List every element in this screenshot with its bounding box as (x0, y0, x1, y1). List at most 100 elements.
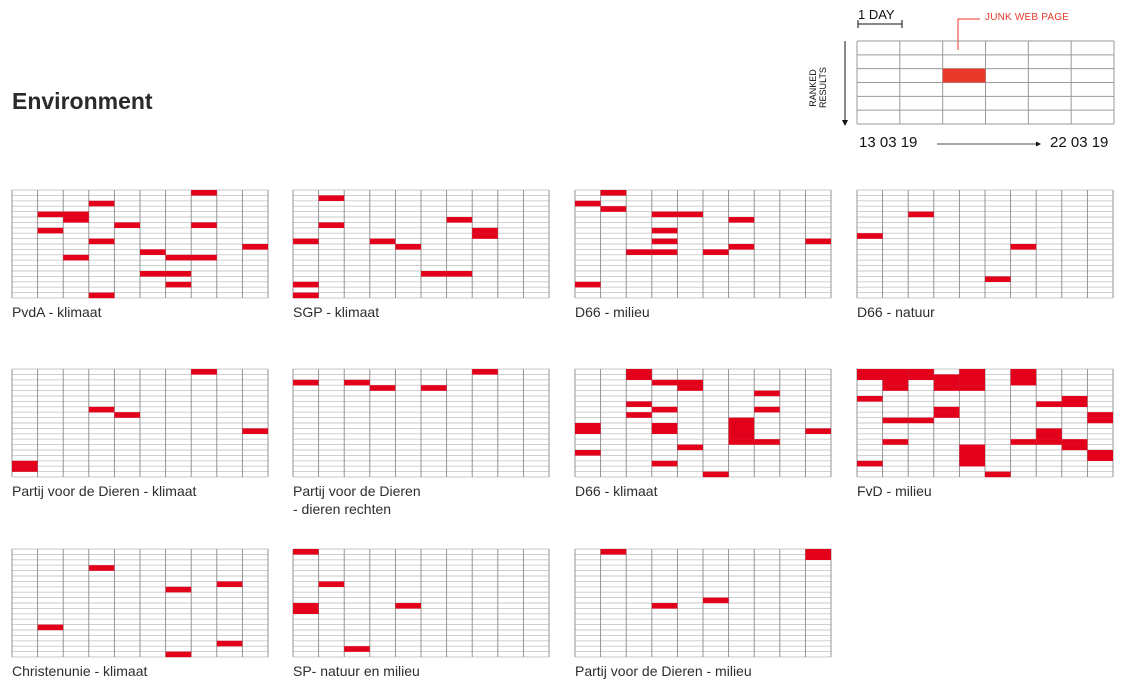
junk-cell (318, 581, 345, 587)
junk-cell (242, 428, 268, 434)
junk-cell (959, 460, 985, 467)
junk-cell (677, 444, 703, 451)
chart-caption: SGP - klimaat (293, 304, 380, 320)
junk-cell (959, 450, 985, 456)
junk-cell (857, 374, 883, 380)
legend-junk-label: JUNK WEB PAGE (985, 12, 1070, 23)
junk-cell (165, 271, 192, 277)
junk-cell (63, 211, 89, 218)
junk-cell (318, 195, 345, 201)
legend-rank-arrowhead (842, 120, 848, 126)
junk-cell (1010, 244, 1037, 250)
junk-cell (959, 385, 985, 391)
junk-cell (1061, 444, 1088, 451)
junk-cell (88, 200, 115, 207)
junk-cell (651, 460, 678, 467)
junk-cell (1036, 433, 1062, 440)
junk-cell (472, 369, 498, 375)
junk-cell (1010, 439, 1037, 445)
junk-cell (882, 439, 909, 445)
junk-cell (1087, 417, 1113, 424)
junk-cell (191, 222, 217, 228)
junk-cell (728, 417, 755, 424)
junk-cell (651, 406, 678, 413)
junk-cell (805, 238, 831, 245)
junk-cell (959, 444, 985, 451)
junk-cell (88, 565, 115, 571)
legend-junk-cell (942, 68, 986, 83)
junk-cell (63, 217, 89, 223)
junk-cell (114, 412, 140, 418)
junk-cell (600, 549, 627, 555)
legend-day-label: 1 DAY (858, 7, 895, 22)
junk-cell (1036, 401, 1062, 407)
junk-cell (318, 222, 345, 228)
junk-cell (703, 249, 729, 255)
junk-cell (959, 379, 985, 386)
junk-cell (472, 227, 498, 234)
chart-caption: Partij voor de Dieren - klimaat (12, 483, 197, 499)
junk-cell (882, 369, 909, 375)
junk-cell (882, 374, 909, 380)
junk-cell (216, 581, 243, 587)
junk-cell (575, 423, 601, 429)
junk-cell (651, 249, 678, 255)
junk-cell (191, 254, 217, 261)
junk-cell (1036, 428, 1062, 434)
junk-cell (395, 244, 421, 250)
junk-cell (933, 406, 960, 413)
junk-cell (600, 190, 627, 196)
junk-cell (37, 211, 64, 218)
legend-date-arrowhead (1036, 141, 1041, 147)
junk-cell (421, 271, 447, 277)
junk-cell (908, 211, 934, 218)
page-title: Environment (12, 88, 153, 114)
junk-cell (651, 379, 678, 386)
junk-cell (37, 227, 64, 234)
junk-cell (216, 640, 243, 647)
junk-cell (446, 271, 473, 277)
junk-cell (575, 200, 601, 207)
junk-cell (293, 379, 319, 386)
junk-cell (857, 369, 883, 375)
junk-cell (805, 549, 831, 555)
junk-cell (1061, 439, 1088, 445)
junk-cell (421, 385, 447, 391)
junk-cell (651, 603, 678, 609)
junk-cell (140, 249, 166, 255)
junk-cell (191, 190, 217, 196)
junk-cell (293, 238, 319, 245)
junk-cell (575, 281, 601, 288)
junk-cell (754, 439, 780, 445)
junk-cell (857, 460, 883, 467)
junk-cell (882, 385, 909, 391)
junk-cell (140, 271, 166, 277)
junk-cell (651, 227, 678, 234)
junk-cell (1087, 412, 1113, 418)
chart-caption: PvdA - klimaat (12, 304, 102, 320)
junk-cell (344, 646, 370, 652)
junk-cell (959, 369, 985, 375)
junk-cell (754, 406, 780, 413)
junk-cell (933, 412, 960, 418)
junk-cell (575, 450, 601, 456)
junk-cell (12, 466, 38, 472)
junk-cell (728, 428, 755, 434)
legend-junk-pointer (957, 18, 980, 50)
junk-cell (754, 390, 780, 397)
junk-cell (959, 455, 985, 461)
junk-cell (933, 374, 960, 380)
junk-cell (600, 206, 627, 212)
junk-cell (1010, 369, 1037, 375)
junk-cell (1010, 379, 1037, 386)
junk-cell (933, 379, 960, 386)
legend-start-date: 13 03 19 (859, 134, 918, 151)
junk-cell (805, 428, 831, 434)
chart-caption: Partij voor de Dieren - milieu (575, 663, 752, 679)
junk-cell (651, 428, 678, 434)
junk-cell (651, 211, 678, 218)
junk-cell (933, 385, 960, 391)
junk-cell (703, 597, 729, 604)
junk-cell (857, 233, 883, 239)
